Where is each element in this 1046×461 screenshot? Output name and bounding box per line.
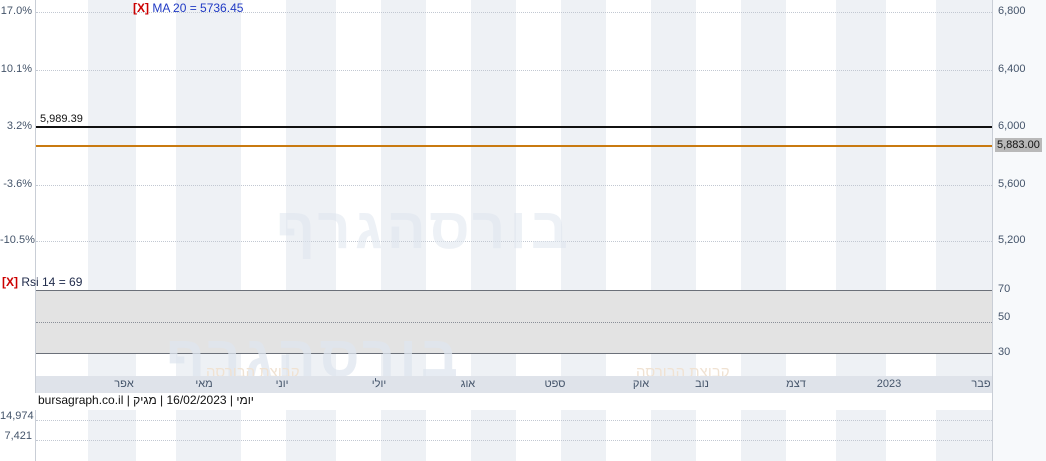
date-axis-label: פבר [971, 378, 991, 390]
axis-tick-label: 5,600 [998, 178, 1026, 190]
axis-tick-label: 3.2% [6, 120, 32, 132]
date-axis-label: נוב [695, 378, 709, 390]
right-axis-gutter [992, 0, 1046, 461]
date-axis: אפר מאי יוני יולי אוג ספט אוק נוב דצמ 2023 פבר [36, 376, 992, 393]
volume-panel[interactable] [36, 410, 992, 461]
support-line-black [36, 126, 992, 128]
ma20-legend[interactable]: [X] MA 20 = 5736.45 [133, 1, 243, 15]
axis-tick-label: 7,421 [4, 430, 32, 442]
date-axis-label: דצמ [786, 378, 806, 390]
date-axis-label: אפר [114, 378, 134, 390]
rsi-legend-label: Rsi 14 = 69 [21, 275, 83, 289]
date-axis-label: יולי [371, 378, 387, 390]
footer-source-text[interactable]: יומי | 16/02/2023 | מגיק | bursagraph.co… [38, 393, 254, 407]
axis-tick-label: 17.0% [0, 5, 32, 17]
axis-tick-label: 6,000 [998, 120, 1026, 132]
date-axis-label: מאי [195, 378, 213, 390]
date-axis-label: אוק [632, 378, 650, 390]
rsi-legend[interactable]: [X] Rsi 14 = 69 [2, 275, 82, 289]
date-axis-label: 2023 [876, 378, 902, 390]
rsi-toggle-icon[interactable]: [X] [2, 275, 18, 289]
rsi-upper-bound-line [36, 290, 992, 291]
axis-tick-label: 5,200 [998, 234, 1026, 246]
volume-gridline-lower [36, 440, 992, 441]
date-axis-label: ספט [544, 378, 566, 390]
resistance-line-orange [36, 145, 992, 147]
rsi-indicator-panel[interactable]: בורסהגרף קבוצת הבורסה קבוצת הבורסה [36, 268, 992, 376]
axis-tick-label: 6,800 [998, 5, 1026, 17]
volume-gridline-upper [36, 420, 992, 421]
price-chart-panel[interactable]: בורסהגרף [36, 0, 992, 268]
date-axis-label: אוג [460, 378, 476, 390]
rsi-lower-bound-line [36, 353, 992, 354]
axis-tick-label: 70 [998, 283, 1011, 295]
axis-tick-label: 30 [998, 346, 1011, 358]
rsi-midline [36, 321, 992, 323]
support-price-label: 5,989.39 [38, 113, 85, 125]
axis-tick-label: -10.5% [0, 234, 35, 246]
left-axis-gutter [0, 0, 36, 393]
axis-tick-label: -3.6% [3, 178, 32, 190]
last-price-tag: 5,883.00 [995, 138, 1042, 152]
date-axis-label: יוני [275, 378, 289, 390]
ma20-toggle-icon[interactable]: [X] [133, 1, 149, 15]
ma20-legend-label: MA 20 = 5736.45 [152, 1, 244, 15]
axis-tick-label: 6,400 [998, 63, 1026, 75]
axis-tick-label: 14,974 [0, 410, 34, 422]
axis-tick-label: 10.1% [0, 63, 32, 75]
axis-tick-label: 50 [998, 311, 1011, 323]
left-axis-gutter-volume [0, 410, 36, 461]
